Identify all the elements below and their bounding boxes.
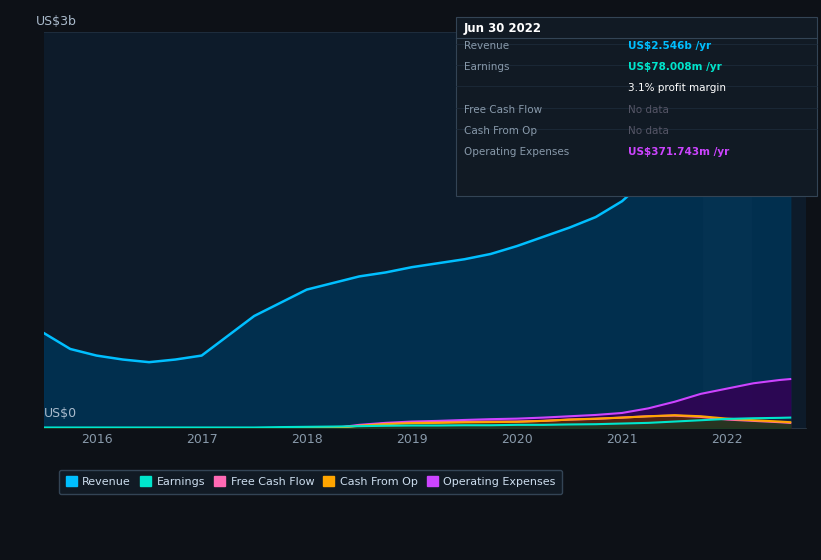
Text: US$3b: US$3b bbox=[36, 15, 77, 29]
Text: US$0: US$0 bbox=[44, 407, 77, 420]
Text: US$78.008m /yr: US$78.008m /yr bbox=[628, 62, 722, 72]
Text: US$2.546b /yr: US$2.546b /yr bbox=[628, 41, 711, 51]
Legend: Revenue, Earnings, Free Cash Flow, Cash From Op, Operating Expenses: Revenue, Earnings, Free Cash Flow, Cash … bbox=[59, 470, 562, 494]
Text: Free Cash Flow: Free Cash Flow bbox=[464, 105, 542, 115]
Text: Operating Expenses: Operating Expenses bbox=[464, 147, 569, 157]
Text: Cash From Op: Cash From Op bbox=[464, 126, 537, 136]
Text: US$371.743m /yr: US$371.743m /yr bbox=[628, 147, 729, 157]
Text: Revenue: Revenue bbox=[464, 41, 509, 51]
Text: 3.1% profit margin: 3.1% profit margin bbox=[628, 83, 726, 94]
Text: Earnings: Earnings bbox=[464, 62, 509, 72]
Text: No data: No data bbox=[628, 105, 669, 115]
Text: No data: No data bbox=[628, 126, 669, 136]
Text: Jun 30 2022: Jun 30 2022 bbox=[464, 22, 542, 35]
